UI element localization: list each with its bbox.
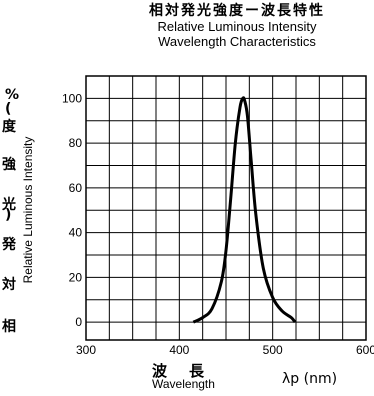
x-tick-label: 600: [356, 343, 374, 357]
title-japanese: 相対発光強度ー波長特性: [149, 3, 325, 19]
title-english-line2: Wavelength Characteristics: [158, 34, 316, 49]
y-axis-label-char: 度: [2, 119, 16, 135]
y-axis-label-char: ): [5, 207, 12, 223]
x-tick-label: 500: [263, 343, 283, 357]
y-axis-label-char: 対: [2, 277, 16, 293]
y-tick-label: 60: [69, 181, 83, 195]
y-axis-label-char: 強: [2, 157, 16, 173]
y-axis-label-char: 光: [2, 197, 16, 213]
x-axis-label-english: Wavelength: [152, 377, 215, 391]
series-line: [192, 96, 297, 324]
y-axis-label-char: 相: [2, 319, 16, 335]
y-tick-label: 20: [69, 270, 83, 284]
y-tick-label: 80: [69, 136, 83, 150]
y-tick-label: 100: [62, 91, 82, 105]
x-axis-label-japanese: 波長: [152, 362, 227, 380]
x-tick-label: 400: [169, 343, 189, 357]
y-axis-label-char: %: [5, 87, 20, 103]
y-tick-label: 40: [69, 226, 83, 240]
y-axis-label-japanese: 相 対 発 光 強 度 (%): [0, 80, 20, 334]
chart-title: 相対発光強度ー波長特性 Relative Luminous Intensity …: [100, 3, 374, 50]
y-tick-label: 0: [75, 315, 82, 329]
title-english-line1: Relative Luminous Intensity: [157, 19, 317, 34]
y-axis-label-char: 発: [2, 237, 16, 253]
x-axis-unit: λp (nm): [282, 371, 338, 387]
y-axis-label-char: (: [5, 101, 12, 117]
x-tick-label: 300: [76, 343, 96, 357]
